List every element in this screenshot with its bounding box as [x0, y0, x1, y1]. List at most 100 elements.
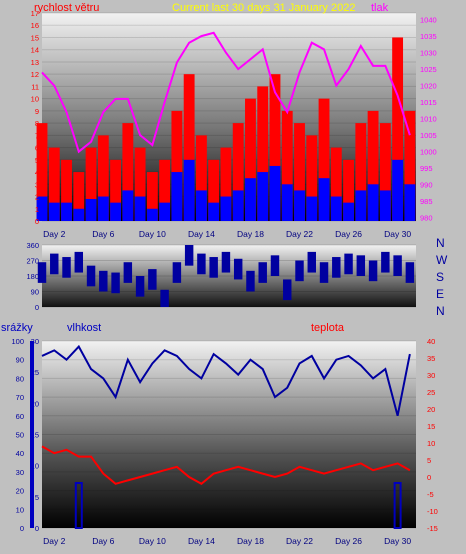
pressure-tick: 1025 [420, 65, 437, 74]
direction-mark [246, 270, 255, 292]
pressure-tick: 1040 [420, 16, 437, 25]
compass-label: W [436, 253, 448, 267]
direction-mark [258, 262, 267, 283]
wind-avg-bar [281, 184, 293, 221]
direction-mark [393, 255, 402, 276]
direction-mark [270, 255, 280, 276]
pressure-tick: 1015 [420, 98, 437, 107]
humidity-x-axis: Day 2 Day 6 Day 10 Day 14 Day 18 Day 22 Day 26… [43, 536, 411, 546]
wind-avg-bar [318, 178, 330, 221]
wind-left-tick: 13 [31, 58, 39, 67]
wind-gust-bar [97, 135, 109, 221]
humidity-x-tick: Day 6 [92, 536, 114, 546]
direction-mark [221, 251, 231, 273]
wind-gust-bar [73, 172, 85, 221]
direction-tick: 90 [31, 288, 39, 297]
direction-tick: 360 [26, 241, 39, 250]
wind-gust-bar [208, 159, 220, 221]
direction-mark [332, 257, 341, 278]
wind-x-tick: Day 18 [237, 229, 264, 239]
temperature-tick: -5 [427, 490, 434, 499]
pressure-tick: 995 [420, 164, 433, 173]
humidity-tick: 30 [31, 337, 39, 346]
rain-bar [393, 482, 402, 529]
humidity-x-tick: Day 30 [384, 536, 411, 546]
rain-tick: 30 [16, 468, 24, 477]
pressure-tick: 1005 [420, 131, 437, 140]
wind-avg-bar [73, 208, 85, 221]
rain-tick: 80 [16, 374, 24, 383]
wind-x-tick: Day 26 [335, 229, 362, 239]
wind-avg-bar [183, 159, 195, 221]
wind-avg-bar [220, 196, 232, 221]
chart-title: Current last 30 days 31 January 2022 [172, 2, 355, 14]
humidity-x-tick: Day 2 [43, 536, 65, 546]
direction-mark [62, 257, 71, 278]
wind-left-label: rychlost větru [34, 2, 99, 14]
wind-avg-bar [146, 208, 158, 221]
direction-mark [344, 253, 353, 275]
wind-gust-bar [183, 74, 195, 221]
wind-x-axis: Day 2 Day 6 Day 10 Day 14 Day 18 Day 22 Day 26… [43, 229, 411, 239]
rain-tick: 50 [16, 431, 24, 440]
wind-gust-bar [318, 98, 330, 221]
pressure-tick: 1000 [420, 148, 437, 157]
wind-left-tick: 6 [35, 144, 39, 153]
wind-avg-bar [36, 196, 48, 221]
direction-mark [381, 251, 390, 273]
humidity-plot-area [42, 341, 416, 528]
wind-gust-bar [294, 123, 305, 221]
direction-tick: 180 [26, 272, 39, 281]
wind-left-tick: 5 [35, 156, 39, 165]
direction-mark [283, 279, 292, 301]
direction-mark [172, 262, 182, 283]
wind-avg-series [36, 159, 416, 221]
humidity-line [41, 344, 411, 417]
direction-mark [197, 253, 206, 275]
direction-tick: 0 [35, 303, 39, 312]
wind-avg-bar [48, 202, 60, 221]
temperature-tick: -10 [427, 507, 438, 516]
wind-gust-bar [257, 86, 269, 221]
humidity-x-tick: Day 18 [237, 536, 264, 546]
humidity-x-tick: Day 26 [335, 536, 362, 546]
wind-x-tick: Day 10 [139, 229, 166, 239]
wind-avg-bar [294, 190, 305, 221]
wind-gust-bar [330, 147, 342, 221]
wind-gust-bar [195, 135, 207, 221]
pressure-tick: 990 [420, 181, 433, 190]
direction-mark [209, 257, 218, 278]
wind-avg-bar [208, 202, 220, 221]
rain-tick: 10 [16, 505, 24, 514]
wind-gust-bar [110, 159, 122, 221]
temperature-tick: 0 [427, 473, 431, 482]
wind-gust-bar [379, 123, 391, 221]
direction-mark [295, 260, 304, 282]
wind-left-tick: 17 [31, 9, 39, 18]
wind-gust-bar [281, 110, 293, 221]
humidity-tick: 10 [31, 462, 39, 471]
wind-left-tick: 2 [35, 193, 39, 202]
wind-left-tick: 7 [35, 131, 39, 140]
pressure-tick: 1030 [420, 49, 437, 58]
direction-mark [148, 269, 157, 290]
rain-left-axis: 0 10 20 30 40 50 60 70 80 90 100 [11, 337, 24, 533]
temperature-tick: 25 [427, 388, 435, 397]
wind-gust-bar [245, 98, 256, 221]
wind-avg-bar [97, 196, 109, 221]
wind-avg-bar [343, 202, 354, 221]
wind-avg-bar [257, 172, 269, 221]
direction-mark [356, 255, 366, 276]
humidity-x-tick: Day 22 [286, 536, 313, 546]
direction-mark [368, 260, 378, 282]
wind-gust-bar [48, 147, 60, 221]
wind-gust-bar [159, 159, 171, 221]
wind-left-tick: 8 [35, 119, 39, 128]
wind-left-tick: 11 [31, 82, 39, 91]
wind-x-tick: Day 14 [188, 229, 215, 239]
direction-mark [50, 253, 59, 275]
humidity-tick: 20 [31, 399, 39, 408]
direction-left-axis: 0 90 180 270 360 [26, 241, 39, 312]
rain-bar [74, 482, 83, 529]
